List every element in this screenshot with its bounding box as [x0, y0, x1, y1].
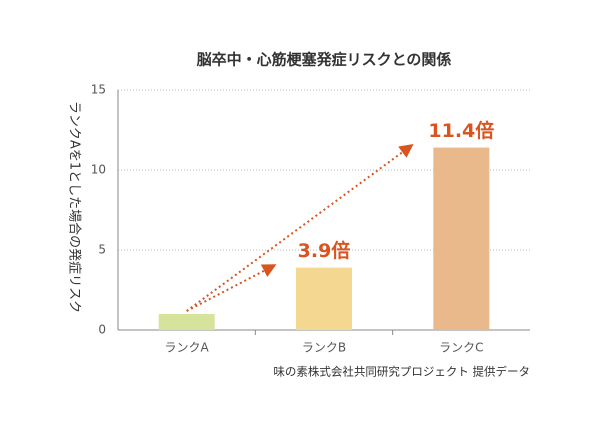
y-axis-label: ランクAを1とした場合の発症リスク [67, 101, 82, 313]
x-tick-label: ランクB [302, 341, 346, 355]
y-tick-label: 0 [98, 323, 106, 337]
trend-arrow [186, 264, 277, 312]
trend-arrow [186, 143, 414, 312]
value-label: 11.4倍 [428, 119, 494, 142]
source-note: 味の素株式会社共同研究プロジェクト 提供データ [273, 365, 530, 379]
value-label: 3.9倍 [298, 239, 351, 262]
bar [296, 267, 352, 330]
bar [158, 314, 215, 330]
y-tick-label: 10 [91, 163, 106, 177]
y-tick-label: 5 [98, 243, 106, 257]
chart-title: 脳卒中・心筋梗塞発症リスクとの関係 [197, 51, 452, 69]
bar [433, 147, 490, 330]
y-tick-label: 15 [91, 83, 106, 97]
x-tick-label: ランクC [439, 341, 483, 355]
x-tick-label: ランクA [165, 341, 210, 355]
